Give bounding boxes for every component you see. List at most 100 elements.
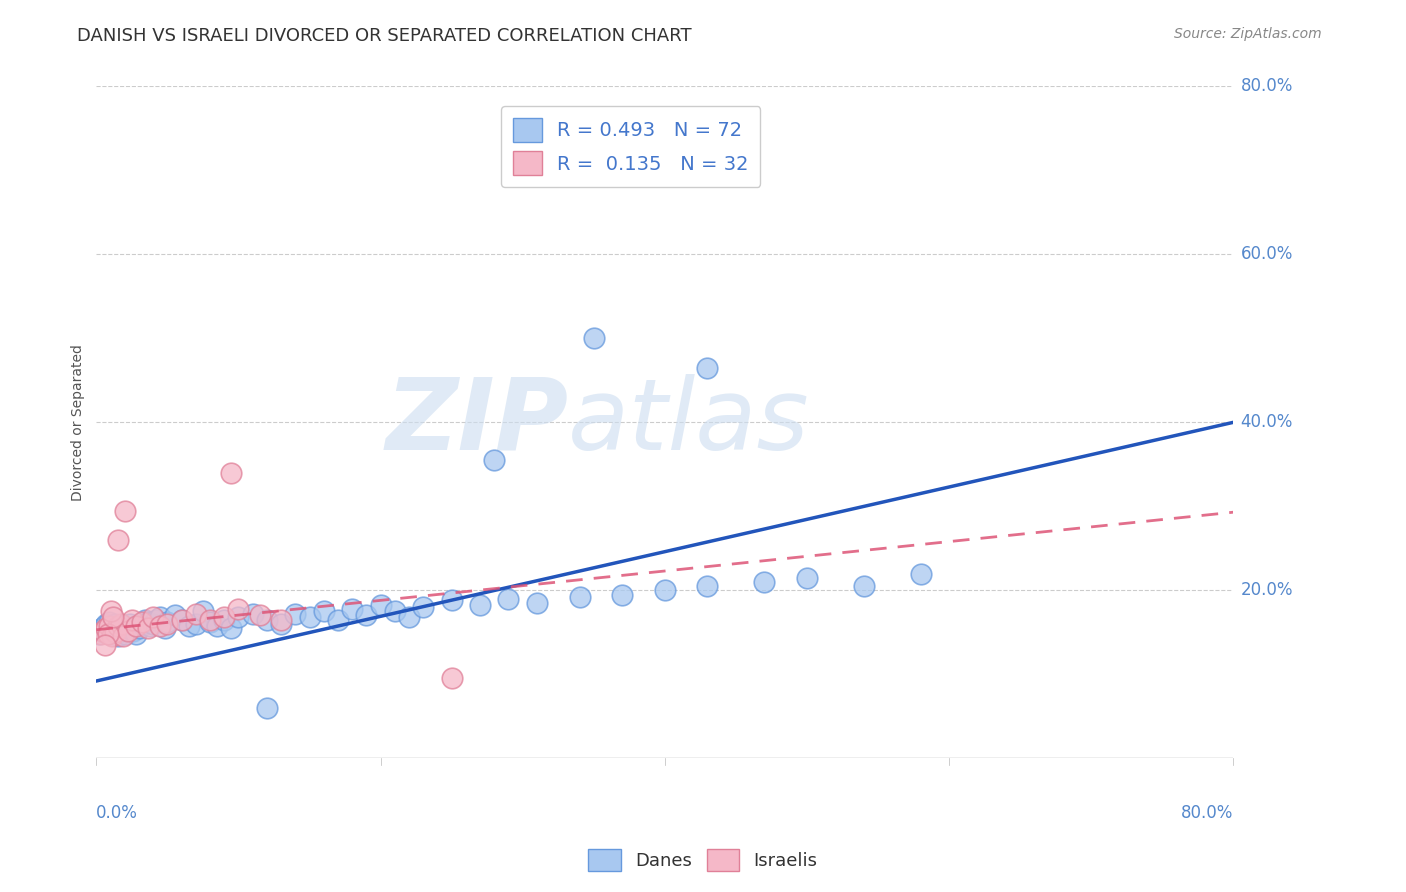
Point (136, 621, 159, 635)
Text: 40.0%: 40.0% (1240, 413, 1292, 432)
Point (568, 590, 591, 604)
Point (156, 616, 179, 631)
Point (153, 621, 176, 635)
Point (131, 615, 153, 630)
Point (654, 583, 676, 598)
Point (696, 579, 718, 593)
Point (125, 618, 148, 632)
Point (440, 593, 463, 607)
Point (93, 624, 115, 638)
Point (284, 607, 307, 621)
Point (228, 610, 250, 624)
Point (256, 701, 278, 715)
Text: Source: ZipAtlas.com: Source: ZipAtlas.com (1174, 27, 1322, 41)
Point (696, 360, 718, 375)
Point (484, 453, 506, 467)
Point (122, 624, 145, 638)
Point (370, 599, 392, 613)
Point (104, 616, 127, 631)
Point (100, 604, 122, 618)
Point (107, 630, 129, 644)
Point (97, 621, 120, 635)
Point (910, 566, 932, 581)
Point (110, 621, 132, 635)
Point (256, 613, 278, 627)
Point (112, 624, 135, 638)
Point (125, 627, 148, 641)
Point (142, 610, 165, 624)
Point (134, 613, 156, 627)
Point (198, 615, 221, 630)
Point (468, 599, 491, 613)
Point (184, 616, 207, 631)
Point (754, 574, 776, 589)
Point (93, 625, 115, 640)
Point (112, 630, 135, 644)
Point (131, 616, 153, 631)
Point (852, 579, 875, 593)
Point (136, 615, 159, 630)
Point (128, 621, 150, 635)
Point (108, 625, 131, 640)
Point (356, 608, 378, 623)
Point (384, 604, 406, 618)
Point (114, 503, 136, 517)
Point (796, 571, 818, 585)
Text: atlas: atlas (568, 374, 810, 471)
Point (221, 621, 243, 635)
Point (170, 613, 193, 627)
Point (228, 601, 250, 615)
Point (91, 621, 114, 635)
Point (105, 621, 128, 635)
Point (101, 630, 124, 644)
Point (440, 672, 463, 686)
Point (612, 587, 634, 601)
Point (221, 466, 243, 480)
Point (212, 610, 235, 624)
Point (177, 618, 200, 632)
Point (249, 608, 271, 623)
Point (163, 608, 186, 623)
Point (98, 618, 121, 632)
Point (242, 607, 264, 621)
Legend: R = 0.493   N = 72, R =  0.135   N = 32: R = 0.493 N = 72, R = 0.135 N = 32 (501, 106, 761, 186)
Point (184, 607, 207, 621)
Point (117, 624, 139, 638)
Point (94, 618, 117, 632)
Point (145, 613, 167, 627)
Text: 20.0%: 20.0% (1240, 582, 1294, 599)
Point (111, 618, 134, 632)
Point (156, 615, 179, 630)
Text: 80.0%: 80.0% (1240, 78, 1292, 95)
Point (97, 627, 120, 641)
Point (170, 613, 193, 627)
Point (94, 638, 117, 652)
Point (270, 616, 292, 631)
Point (90, 627, 112, 641)
Point (582, 331, 605, 345)
Point (298, 610, 321, 624)
Point (103, 618, 125, 632)
Point (100, 627, 122, 641)
Point (121, 613, 143, 627)
Y-axis label: Divorced or Separated: Divorced or Separated (72, 344, 86, 500)
Point (98, 615, 121, 630)
Point (326, 613, 349, 627)
Point (270, 613, 292, 627)
Point (198, 613, 221, 627)
Point (398, 610, 420, 624)
Point (412, 600, 434, 615)
Text: ZIP: ZIP (385, 374, 568, 471)
Point (340, 601, 363, 615)
Point (212, 613, 235, 627)
Legend: Danes, Israelis: Danes, Israelis (581, 842, 825, 879)
Text: 80.0%: 80.0% (1181, 805, 1233, 822)
Point (149, 610, 172, 624)
Point (142, 616, 165, 631)
Point (498, 591, 520, 606)
Point (117, 621, 139, 635)
Point (312, 604, 335, 618)
Point (96, 616, 118, 631)
Point (103, 610, 125, 624)
Text: 0.0%: 0.0% (97, 805, 138, 822)
